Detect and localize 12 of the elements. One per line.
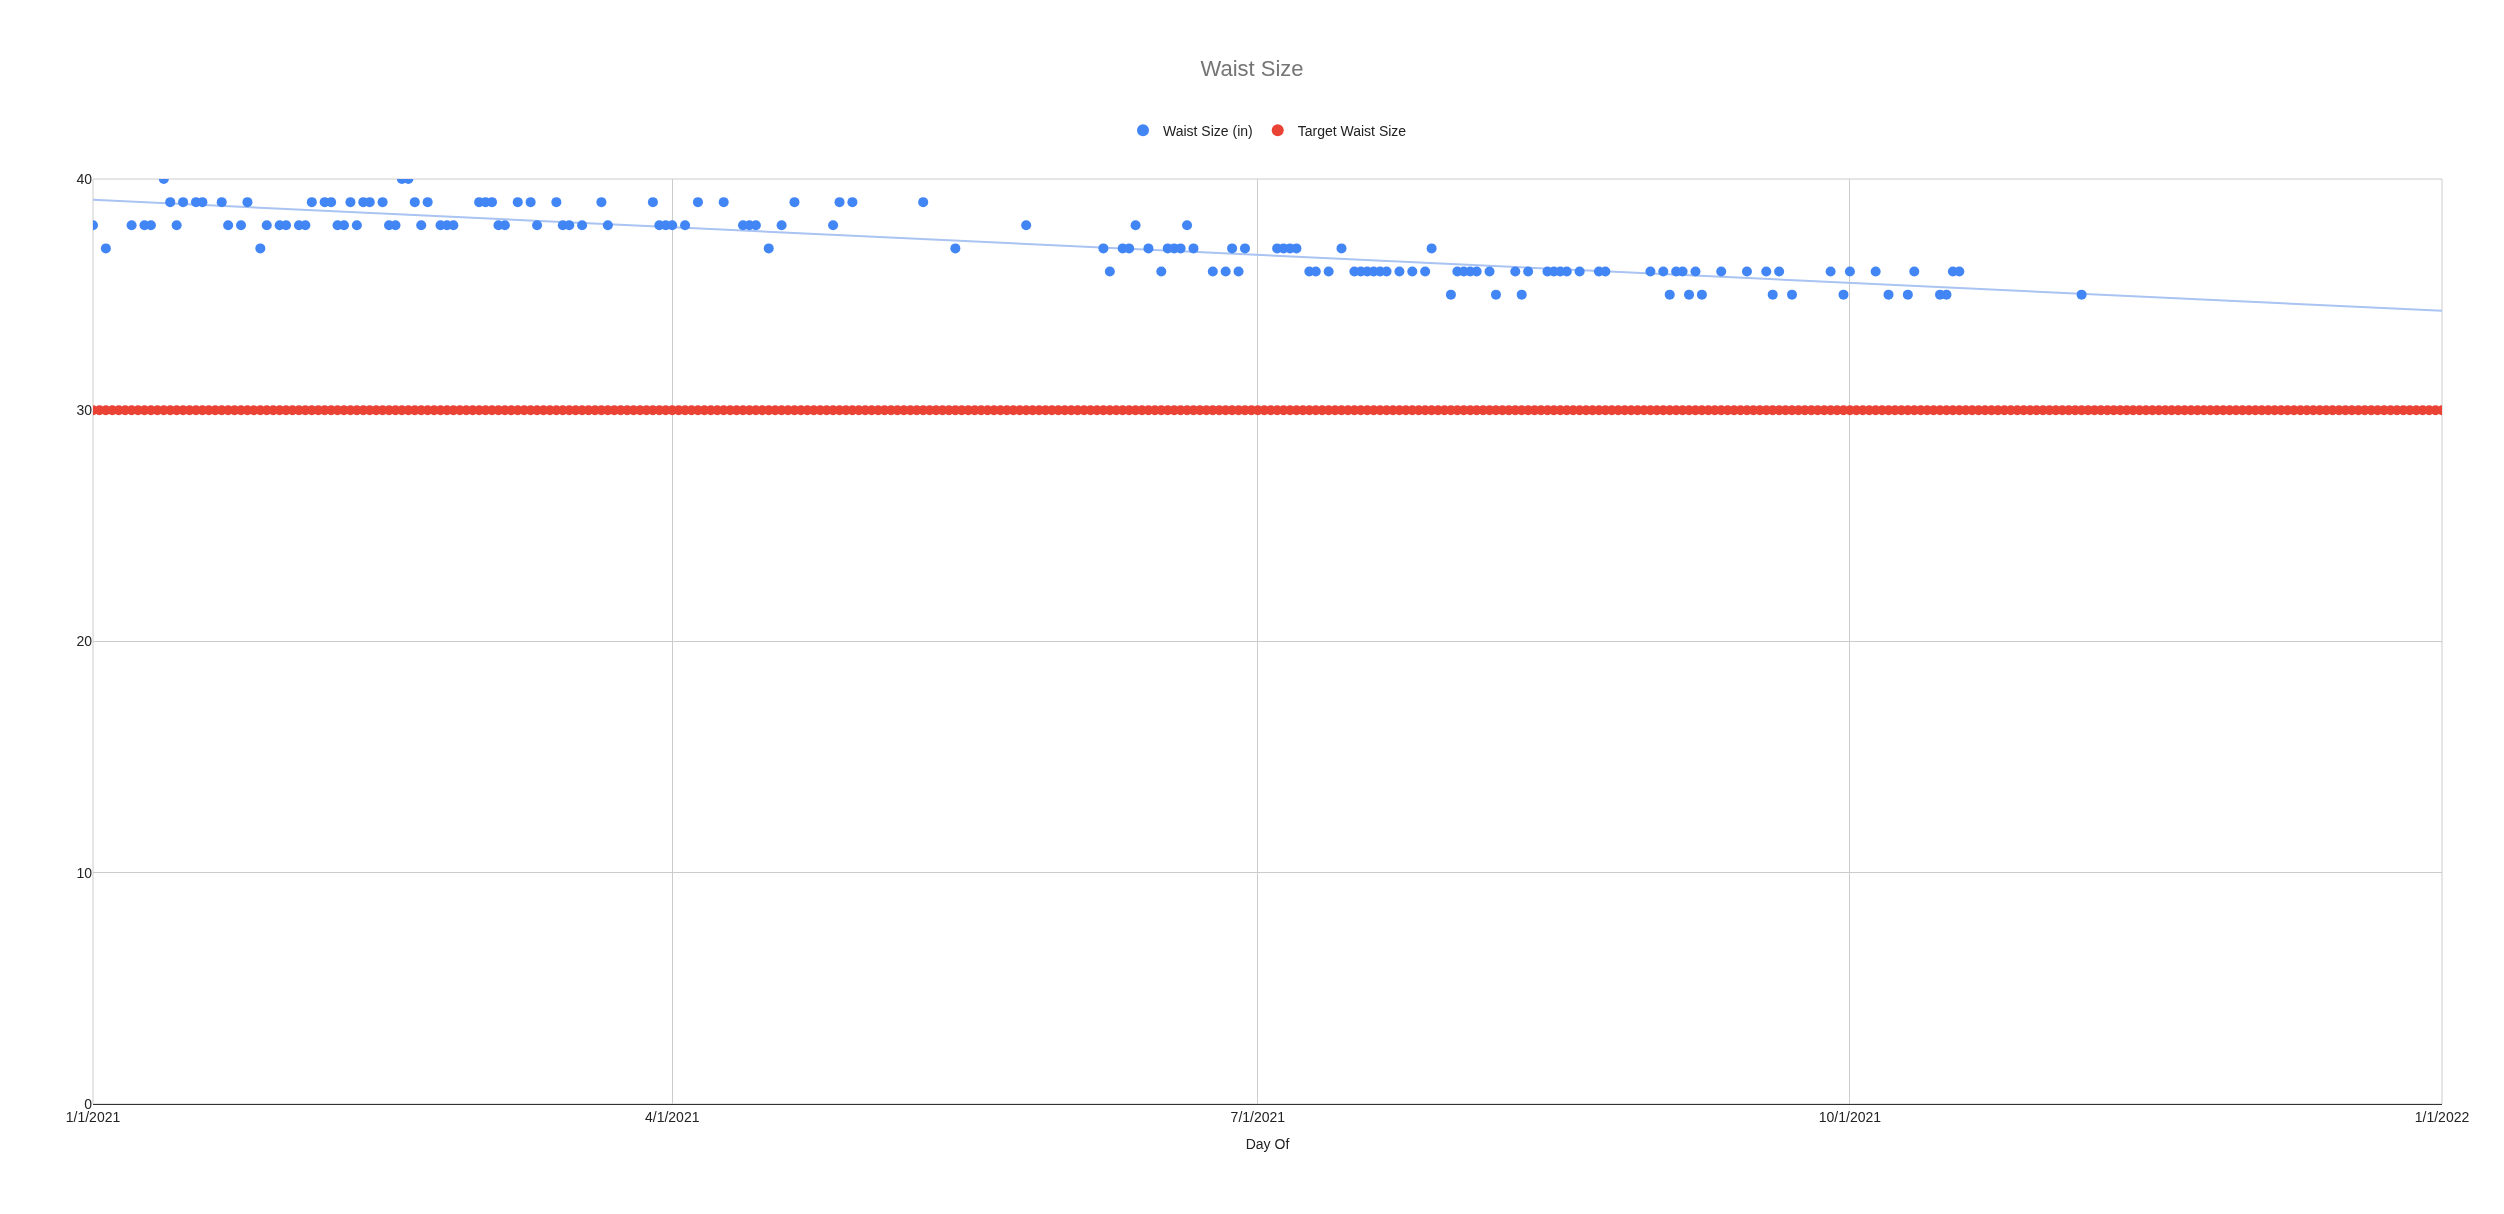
y-tick-label: 40 [76, 170, 93, 187]
x-axis-title: Day Of [1245, 1136, 1290, 1153]
y-tick-label: 20 [76, 633, 93, 650]
x-tick-label: 4/1/2021 [644, 1108, 700, 1125]
y-tick-label: 30 [76, 402, 93, 419]
legend-label: Target Waist Size [1297, 122, 1407, 139]
x-tick-label: 7/1/2021 [1230, 1108, 1286, 1125]
x-tick-label: 1/1/2022 [2414, 1108, 2470, 1125]
chart-title: Waist Size [1200, 56, 1304, 82]
legend-label: Waist Size (in) [1163, 122, 1253, 139]
x-tick-label: 10/1/2021 [1818, 1108, 1882, 1125]
y-tick-label: 10 [76, 864, 93, 881]
